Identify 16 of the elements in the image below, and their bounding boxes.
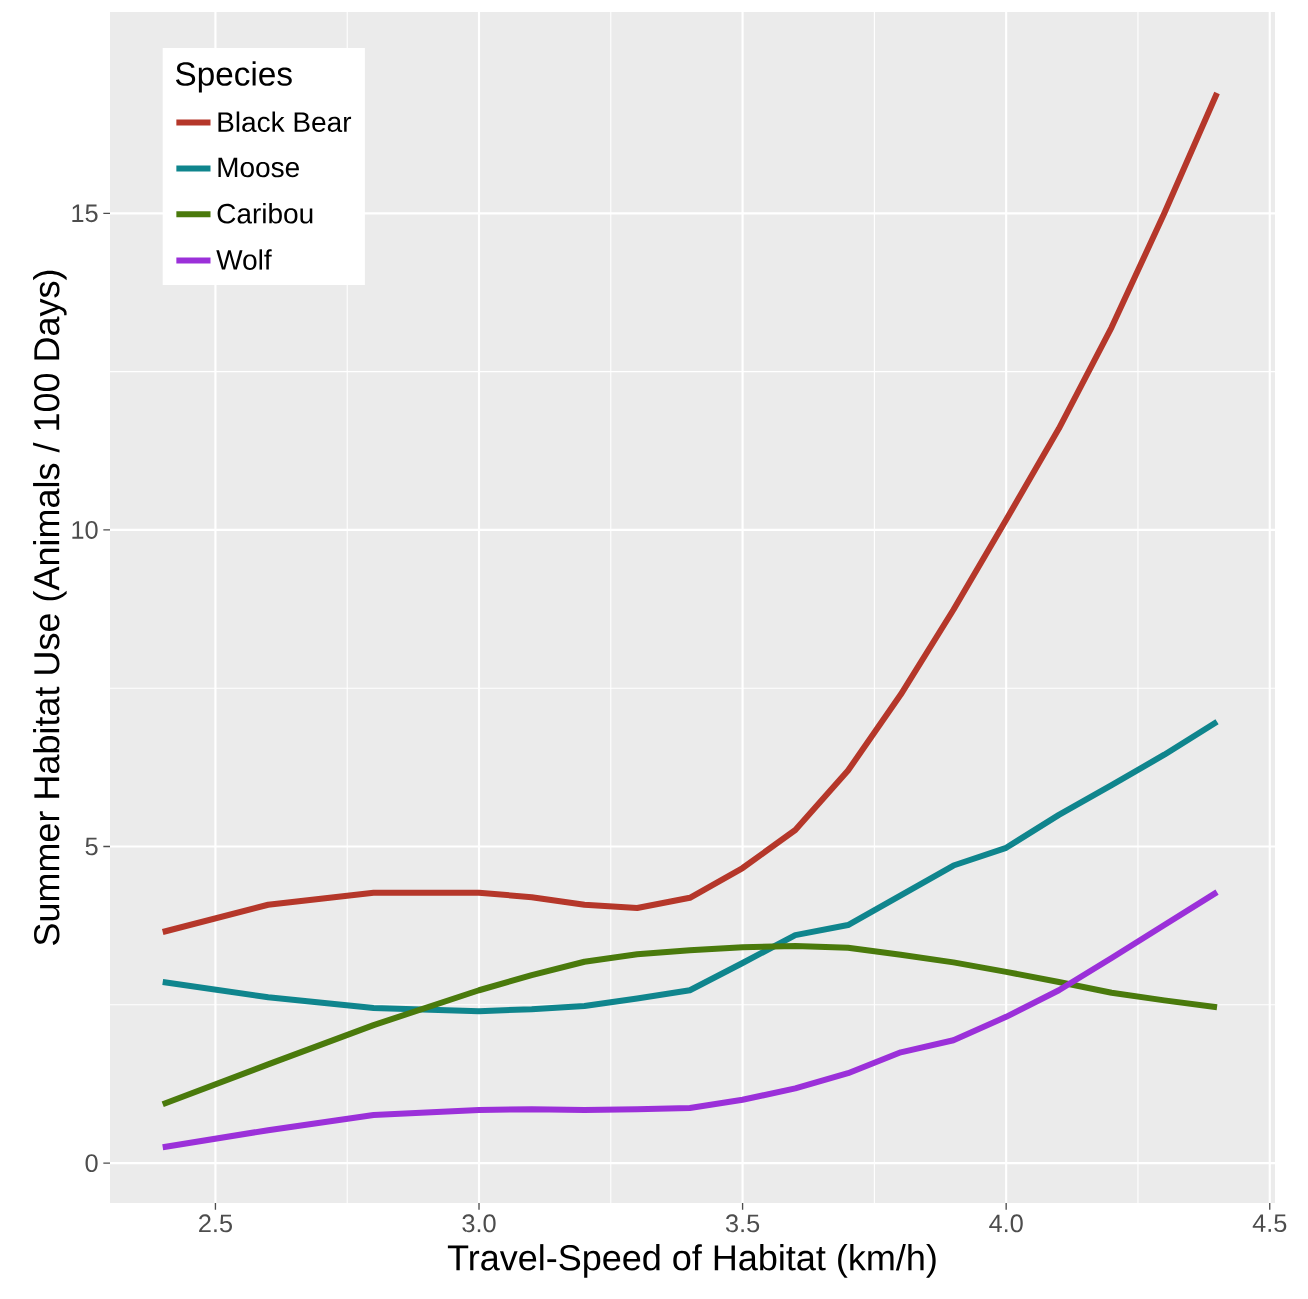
x-tick-label: 3.0 [462, 1214, 496, 1233]
x-tick-label: 2.5 [199, 1214, 232, 1233]
y-tick-label: 10 [72, 520, 98, 539]
y-axis-title: Summer Habitat Use (Animals / 100 Days) [33, 270, 67, 945]
legend-title: Species [175, 61, 292, 93]
legend-label: Wolf [216, 249, 272, 270]
x-tick-label: 4.5 [1252, 1214, 1287, 1233]
x-axis-title: Travel-Speed of Habitat (km/h) [447, 1244, 936, 1278]
y-tick-label: 15 [72, 204, 98, 223]
y-tick-label: 0 [85, 1154, 98, 1173]
legend-label: Black Bear [218, 111, 352, 133]
y-tick-label: 5 [85, 837, 98, 856]
legend-label: Caribou [217, 203, 313, 224]
x-tick-label: 3.5 [725, 1214, 760, 1233]
x-tick-label: 4.0 [989, 1214, 1023, 1233]
legend-label: Moose [218, 157, 299, 178]
